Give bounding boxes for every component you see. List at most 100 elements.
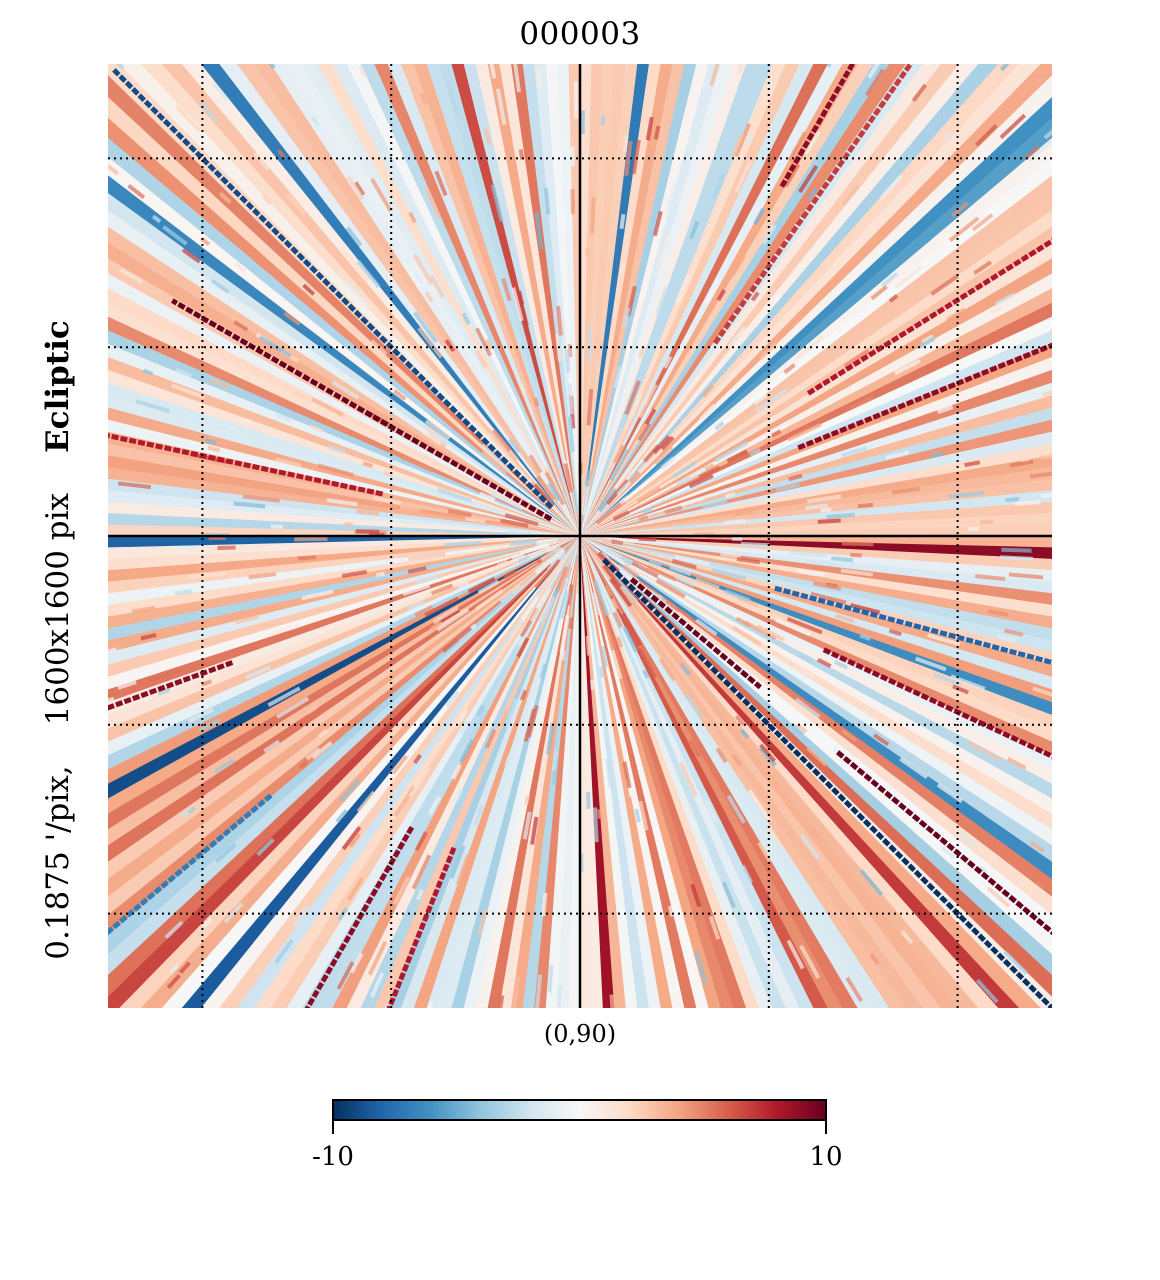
- map-speckle: [83, 895, 92, 902]
- map-speckle: [65, 46, 84, 64]
- map-wedge: [108, 501, 580, 536]
- map-wedge: [108, 156, 580, 536]
- map-speckle: [694, 951, 708, 985]
- map-speckle: [1116, 200, 1149, 219]
- map-speckle: [358, 66, 367, 77]
- map-speckle: [619, 572, 642, 593]
- map-speckle: [648, 559, 662, 568]
- map-speckle: [859, 869, 884, 896]
- map-speckle: [645, 34, 648, 55]
- map-speckle: [663, 355, 673, 369]
- map-wedge: [580, 64, 760, 536]
- map-speckle: [674, 554, 710, 567]
- map-streak: [108, 433, 384, 497]
- map-speckle: [642, 669, 650, 679]
- map-speckle: [425, 426, 436, 436]
- map-speckle: [173, 545, 207, 551]
- map-wedge: [557, 536, 580, 1008]
- map-speckle: [1001, 547, 1032, 553]
- map-speckle: [500, 1138, 504, 1165]
- map-speckle: [592, 807, 599, 843]
- map-speckle: [1050, 328, 1052, 334]
- map-speckle: [1009, 459, 1034, 468]
- map-speckle: [539, 663, 548, 679]
- map-speckle: [911, 83, 928, 103]
- map-speckle: [444, 339, 456, 353]
- map-title: 000003: [519, 16, 641, 52]
- map-speckle: [1101, 567, 1136, 569]
- map-speckle: [1069, 446, 1096, 451]
- map-speckle: [214, 843, 237, 864]
- map-speckle: [888, 1121, 906, 1155]
- map-speckle: [41, 279, 56, 286]
- map-speckle: [1114, 175, 1137, 190]
- map-speckle: [746, 134, 754, 145]
- map-speckle: [714, 1067, 722, 1099]
- map-speckle: [971, 213, 994, 232]
- map-speckle: [888, 82, 909, 109]
- map-speckle: [476, 1213, 480, 1238]
- map-speckle: [1058, 1082, 1067, 1093]
- map-speckle: [1004, 628, 1024, 637]
- map-speckle: [472, 1245, 474, 1255]
- map-speckle: [166, 974, 181, 990]
- map-speckle: [1054, 1062, 1070, 1080]
- map-speckle: [1027, 138, 1052, 163]
- map-speckle: [496, 560, 509, 568]
- map-speckle: [1119, 791, 1153, 807]
- map-wedge: [108, 330, 580, 536]
- map-wedge: [580, 536, 1052, 703]
- map-speckle: [408, 211, 417, 224]
- map-wedge: [545, 536, 580, 1008]
- map-speckle: [419, 92, 428, 105]
- map-speckle: [424, 419, 451, 441]
- map-speckle: [609, 577, 633, 608]
- map-speckle: [619, 495, 630, 505]
- map-speckle: [567, 343, 573, 358]
- map-speckle: [170, 383, 205, 400]
- map-wedge: [580, 536, 1052, 976]
- map-speckle: [800, 667, 816, 680]
- map-speckle: [612, 510, 630, 522]
- map-wedge: [580, 64, 800, 536]
- map-speckle: [586, 388, 594, 426]
- map-wedge: [302, 536, 580, 1008]
- map-speckle: [945, 307, 967, 322]
- map-speckle: [342, 279, 370, 309]
- map-speckle: [444, 690, 460, 708]
- map-speckle: [789, 550, 827, 558]
- map-wedge: [108, 382, 580, 536]
- map-speckle: [994, 292, 1016, 307]
- map-speckle: [277, 149, 287, 160]
- map-speckle: [799, 654, 814, 665]
- map-speckle: [358, 1199, 366, 1225]
- map-speckle: [317, 1189, 325, 1208]
- map-speckle: [915, 656, 947, 672]
- map-wedge: [286, 536, 580, 1008]
- map-speckle: [660, 456, 676, 470]
- map-speckle: [622, 135, 629, 153]
- map-speckle: [156, 1048, 175, 1072]
- map-speckle: [1139, 247, 1151, 253]
- map-speckle: [584, 470, 591, 487]
- map-speckle: [430, 621, 442, 631]
- map-speckle: [552, 1230, 553, 1248]
- map-wedge: [580, 64, 814, 536]
- map-speckle: [135, 399, 170, 414]
- map-wedge: [346, 536, 580, 1008]
- map-speckle: [451, 763, 462, 780]
- map-speckle: [849, 395, 875, 411]
- map-speckle: [664, 179, 678, 214]
- map-speckle: [343, 251, 371, 283]
- map-speckle: [1120, 273, 1153, 288]
- map-speckle: [734, 159, 753, 193]
- map-wedge: [108, 395, 580, 536]
- map-speckle: [940, 845, 956, 860]
- map-speckle: [127, 184, 146, 200]
- map-speckle: [198, 718, 221, 733]
- map-speckle: [750, 291, 760, 302]
- map-wedge: [580, 536, 1052, 559]
- map-wedge: [108, 75, 580, 536]
- map-speckle: [667, 905, 675, 917]
